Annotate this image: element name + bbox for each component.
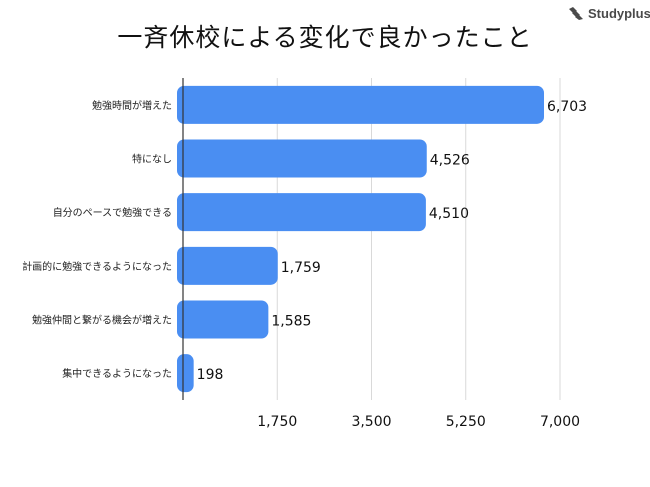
bar [177,139,427,178]
category-label: 集中できるようになった [62,367,172,380]
bar [177,85,545,124]
category-label: 勉強時間が増えた [92,99,172,112]
studyplus-logo: Studyplus [568,4,650,22]
chart-title: 一斉休校による変化で良かったこと [117,23,533,52]
bar [177,300,269,339]
category-label: 勉強仲間と繋がる機会が増えた [32,314,172,327]
value-label: 4,510 [429,206,469,222]
category-label: 特になし [132,154,172,166]
x-tick-label: 1,750 [257,414,297,430]
x-tick-label: 5,250 [446,414,486,430]
x-tick-label: 3,500 [351,414,391,430]
category-label: 計画的に勉強できるようになった [22,260,172,273]
value-label: 6,703 [547,99,587,115]
bar [177,246,278,285]
value-label: 1,759 [281,260,321,276]
studyplus-logo-icon [569,7,583,20]
logo-text: Studyplus [588,5,650,21]
category-label: 自分のペースで勉強できる [53,206,172,219]
bar [177,354,194,393]
value-label: 198 [197,367,224,383]
x-tick-label: 7,000 [540,414,580,430]
bar [177,193,426,232]
value-label: 1,585 [271,314,311,330]
value-label: 4,526 [430,153,470,169]
